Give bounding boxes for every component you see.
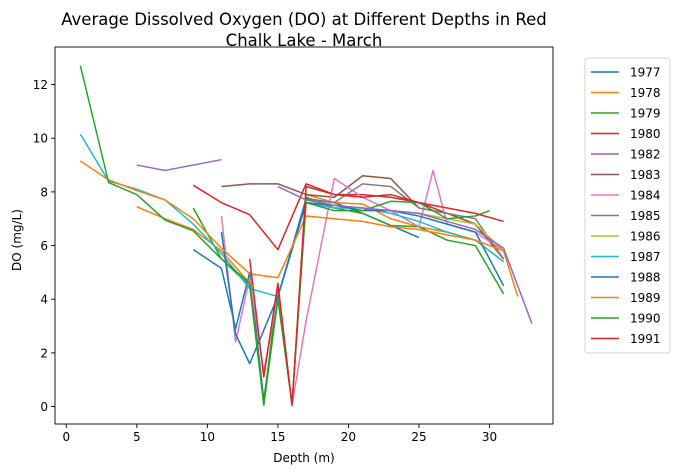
series-lines [79,65,533,406]
legend-label-1982: 1982 [630,148,661,162]
series-line-1982 [136,158,222,172]
y-axis-label: DO (mg/L) [10,209,24,271]
x-axis: 0 5 10 15 20 25 30 [62,424,497,444]
x-tick-label: 5 [133,430,141,444]
y-tick-label: 2 [40,346,48,360]
series-line-extra-0 [277,185,533,324]
series-line-1978 [136,193,505,406]
legend-label-1979: 1979 [630,107,661,121]
y-tick-label: 12 [33,78,48,92]
series-line-1990 [79,65,490,406]
series-line-1980 [192,183,505,260]
legend-label-1989: 1989 [630,291,661,305]
series-line-1983 [221,175,505,260]
legend-label-1978: 1978 [630,86,661,100]
legend-label-1987: 1987 [630,250,661,264]
x-tick-label: 30 [482,430,497,444]
y-tick-label: 0 [40,400,48,414]
y-tick-label: 10 [33,132,48,146]
plot-area [54,46,554,425]
legend-label-1988: 1988 [630,271,661,285]
legend-label-1984: 1984 [630,189,661,203]
y-tick-label: 4 [40,293,48,307]
x-tick-label: 15 [270,430,285,444]
x-tick-label: 10 [200,430,215,444]
chart-title-line-2: Chalk Lake - March [226,31,383,50]
series-line-1985 [306,183,505,260]
plot-frame [54,46,554,425]
legend-label-1990: 1990 [630,312,661,326]
x-tick-label: 20 [341,430,356,444]
series-line-1984 [220,169,505,406]
chart-title: Average Dissolved Oxygen (DO) at Differe… [61,10,547,50]
legend: 1977 1978 1979 1980 1982 1983 1984 1985 1986 1987… [584,57,671,354]
series-line-1989 [79,160,519,297]
legend-label-1983: 1983 [630,168,661,182]
legend-label-1986: 1986 [630,230,661,244]
x-tick-label: 0 [62,430,70,444]
legend-frame [584,57,671,354]
legend-label-1980: 1980 [630,127,661,141]
legend-label-1991: 1991 [630,332,661,346]
legend-label-1977: 1977 [630,66,661,80]
legend-label-1985: 1985 [630,209,661,223]
chart-title-line-1: Average Dissolved Oxygen (DO) at Differe… [61,10,547,29]
series-line-1991 [248,185,504,406]
series-line-1979 [192,196,505,406]
series-line-1977 [192,197,420,401]
series-line-1988 [220,201,505,365]
y-axis: 0 2 4 6 8 10 12 [33,78,55,414]
y-tick-label: 6 [40,239,48,253]
x-tick-label: 25 [411,430,426,444]
x-axis-label: Depth (m) [273,451,334,465]
y-tick-label: 8 [40,185,48,199]
